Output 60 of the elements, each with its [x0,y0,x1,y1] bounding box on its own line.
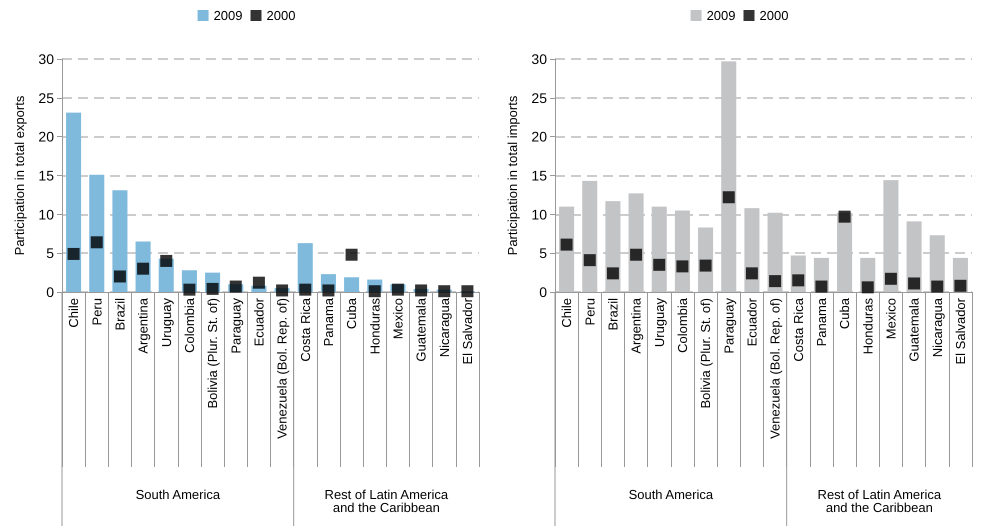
y-tick-label: 20 [531,128,548,145]
y-tick-label: 20 [38,128,54,145]
legend-label: 2009 [214,8,242,23]
x-tick-label: Honduras [860,298,876,354]
x-tick-label: Nicaragua [930,297,945,358]
x-tick-label: Uruguay [158,298,174,348]
x-tick-label: Panama [320,297,336,346]
y-tick-label: 30 [38,51,54,67]
x-tick-label: Costa Rica [790,297,806,362]
y-tick-label: 10 [38,206,54,222]
x-tick-label: Brazil [112,298,128,331]
x-tick-label: Mexico [883,298,898,340]
x-tick-label: Colombia [182,297,197,353]
x-tick-label: Guatemala [906,297,922,362]
legend-label: 2000 [266,8,296,23]
legend-label: 2009 [706,8,736,23]
y-tick-label: 0 [539,284,548,300]
y-tick-label: 10 [531,206,548,222]
x-tick-label: Bolivia (Plur. St. of) [205,298,220,409]
y-tick-label: 5 [46,245,54,262]
x-tick-label: Argentina [136,297,151,354]
x-tick-label: Ecuador [251,297,266,346]
x-tick-label: El Salvador [952,297,968,364]
x-tick-label: Peru [89,298,104,326]
text: Rest of Latin America and the Caribbean [818,487,942,515]
x-tick-label: Ecuador [744,297,760,346]
x-tick-label: Mexico [390,298,406,340]
legend-label: 2000 [760,8,788,23]
x-tick-label: Cuba [837,297,852,330]
y-tick-label: 25 [38,90,54,106]
x-tick-label: Guatemala [414,297,429,362]
text: South America [136,487,221,502]
x-tick-label: Peru [582,298,598,326]
y-tick-label: 15 [38,168,54,184]
x-tick-label: Costa Rica [298,297,313,362]
y-tick-label: 5 [539,245,548,262]
y-tick-label: 30 [531,51,548,67]
text: Rest of Latin America and the Caribbean [324,487,449,515]
text: South America [628,487,714,502]
x-tick-label: Cuba [344,297,360,330]
x-tick-label: Nicaragua [436,297,452,358]
y-tick-label: 15 [531,168,548,184]
y-tick-label: 25 [531,90,548,106]
x-tick-label: Venezuela (Bol. Rep. of) [274,298,290,439]
x-tick-label: Bolivia (Plur. St. of) [698,298,714,409]
y-axis-title: Participation in total imports [505,95,520,256]
x-tick-label: El Salvador [460,297,475,364]
x-tick-label: Chile [559,298,574,328]
x-tick-label: Chile [66,298,82,328]
x-tick-label: Venezuela (Bol. Rep. of) [768,298,783,439]
x-tick-label: Brazil [605,298,620,331]
x-tick-label: Colombia [674,297,690,353]
x-tick-label: Argentina [628,297,644,354]
x-tick-label: Paraguay [228,298,244,354]
y-tick-label: 0 [46,284,54,300]
x-tick-label: Uruguay [652,298,667,348]
x-tick-label: Panama [814,297,829,346]
y-axis-title: Participation in total exports [12,95,27,256]
x-tick-label: Honduras [367,298,382,354]
x-tick-label: Paraguay [721,298,736,354]
